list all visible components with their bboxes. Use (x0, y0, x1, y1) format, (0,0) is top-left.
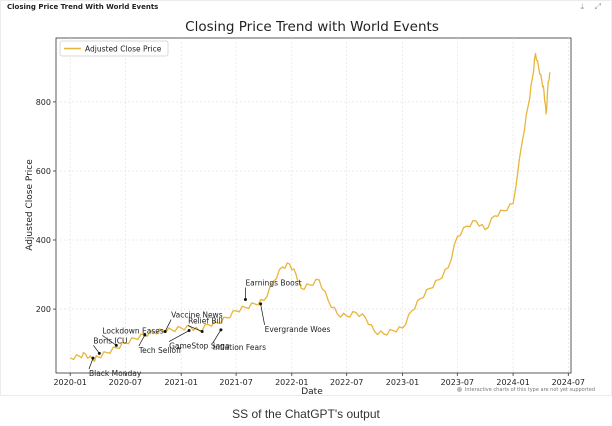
download-icon[interactable]: ⤓ (580, 2, 585, 11)
annotation-arrowhead (200, 330, 204, 334)
annotation-label: Inflation Fears (213, 343, 266, 352)
annotation-arrow (138, 334, 146, 347)
line-chart: Closing Price Trend with World Events 20… (25, 19, 585, 397)
annotation-label: Relief Bill (188, 317, 223, 326)
x-tick-label: 2021-01 (164, 378, 197, 387)
annotation-arrowhead (259, 302, 263, 306)
annotation-arrowhead (143, 333, 147, 337)
annotation-label: GameStop Saga (169, 342, 229, 351)
y-tick-label: 600 (36, 167, 51, 176)
annotation-arrowhead (91, 356, 95, 360)
annotation-label: Evergrande Woes (265, 325, 331, 334)
y-tick-label: 400 (36, 236, 51, 245)
y-axis-label: Adjusted Close Price (25, 159, 35, 251)
annotation-arrow (164, 319, 172, 332)
annotation-arrow (187, 325, 203, 332)
annotation-arrow (212, 329, 222, 344)
chart-title: Closing Price Trend with World Events (185, 19, 439, 35)
annotation-arrow (93, 345, 100, 354)
axis-ticks: 2020-01 2020-07 2021-01 2021-07 2022-01 2022-… (36, 98, 585, 387)
x-tick-label: 2020-07 (109, 378, 142, 387)
annotation-arrow (260, 303, 265, 325)
legend-label: Adjusted Close Price (85, 45, 162, 54)
x-tick-label: 2023-01 (386, 378, 419, 387)
caption: SS of the ChatGPT's output (232, 407, 380, 421)
grid-lines (56, 38, 571, 373)
y-tick-label: 200 (36, 305, 51, 314)
panel-title: Closing Price Trend With World Events (7, 3, 159, 11)
legend: Adjusted Close Price (59, 40, 169, 57)
annotation-arrowhead (163, 330, 167, 334)
info-icon (456, 387, 462, 392)
annotation-label: Lockdown Eases (102, 326, 164, 335)
annotation-arrowhead (97, 351, 101, 355)
annotation-arrowhead (219, 328, 223, 332)
annotation-arrow (88, 358, 94, 370)
annotation-arrowhead (187, 329, 191, 333)
annotation-arrow (168, 330, 190, 342)
annotation-label: Vaccine News (171, 311, 223, 320)
chart-panel: Closing Price Trend With World Events ⤓ … (0, 0, 612, 397)
adjusted-close-price-line (70, 52, 551, 362)
x-tick-label: 2023-07 (441, 378, 474, 387)
x-axis-label: Date (301, 387, 323, 397)
expand-icon[interactable]: ⤢ (594, 2, 601, 11)
x-tick-label: 2024-01 (496, 378, 529, 387)
unsupported-footnote: Interactive charts of this type are not … (456, 387, 595, 393)
x-tick-label: 2022-07 (330, 378, 363, 387)
x-tick-label: 2022-01 (275, 378, 308, 387)
y-tick-label: 800 (36, 98, 51, 107)
plot-area (55, 37, 572, 374)
annotation-arrowhead (114, 343, 118, 347)
x-tick-label: 2024-07 (552, 378, 585, 387)
annotation-arrow (102, 335, 117, 346)
x-tick-label: 2020-01 (53, 378, 86, 387)
annotation-label: Black Monday (89, 369, 142, 378)
footnote-text: Interactive charts of this type are not … (464, 387, 595, 393)
legend-box (59, 40, 169, 57)
panel-actions: ⤓ ⤢ (573, 2, 602, 12)
annotation-label: Earnings Boost (245, 278, 301, 287)
annotation-arrowhead (243, 297, 247, 301)
annotation-label: Tech Selloff (138, 346, 182, 355)
x-tick-label: 2021-07 (219, 378, 252, 387)
